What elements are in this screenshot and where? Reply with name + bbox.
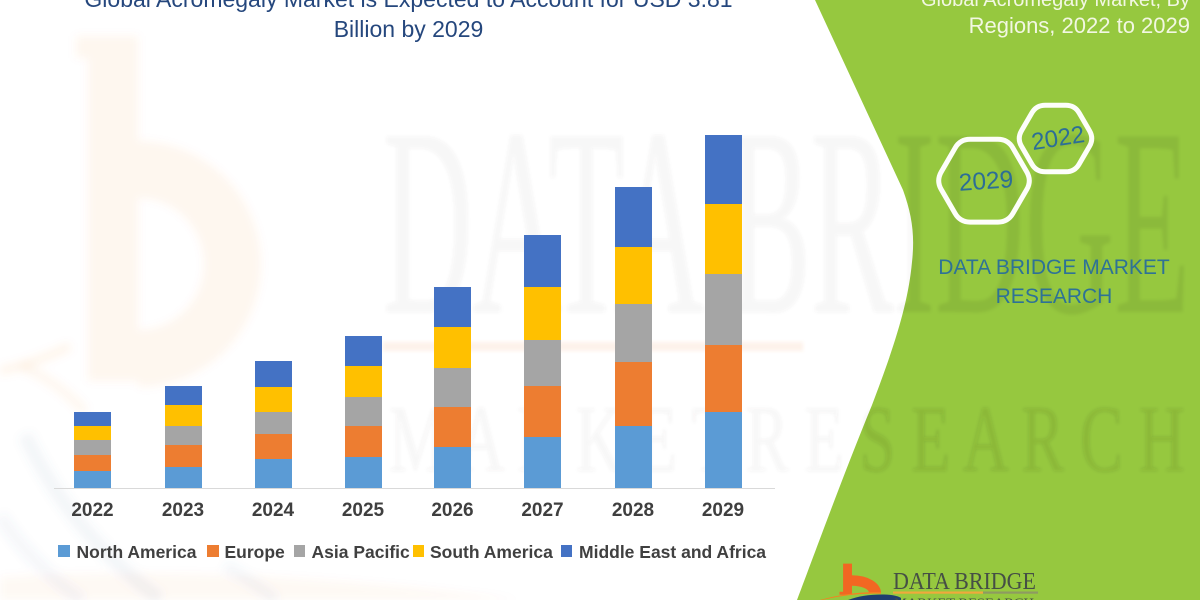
- svg-text:2029: 2029: [958, 166, 1014, 197]
- svg-text:MARKET RESEARCH: MARKET RESEARCH: [894, 595, 1034, 600]
- svg-text:DATA BRIDGE: DATA BRIDGE: [893, 569, 1036, 595]
